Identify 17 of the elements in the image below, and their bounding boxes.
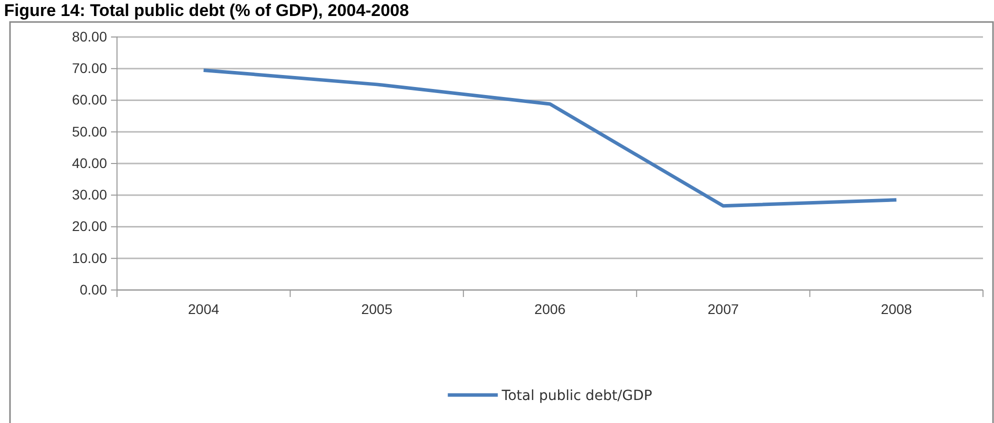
y-tick-label: 0.00 (80, 281, 108, 298)
chart-title: Figure 14: Total public debt (% of GDP), 2004-2008 (4, 1, 409, 20)
y-tick-label: 70.00 (72, 60, 108, 76)
y-tick-label: 40.00 (72, 154, 108, 171)
x-tick-label: 2005 (361, 300, 393, 317)
x-tick-label: 2007 (708, 300, 739, 317)
y-tick-label: 80.00 (72, 28, 108, 44)
line-series (202, 68, 898, 208)
x-tick-label: 2008 (880, 300, 912, 317)
x-tick-label: 2006 (534, 300, 566, 317)
y-tick-label: 30.00 (72, 186, 108, 203)
legend-label: Total public debt/GDP (500, 388, 652, 404)
y-tick-label: 20.00 (72, 218, 108, 234)
y-tick-label: 60.00 (72, 92, 108, 108)
y-tick-label: 10.00 (72, 250, 108, 266)
x-tick-label: 2004 (188, 300, 220, 317)
y-tick-label: 50.00 (72, 123, 108, 140)
